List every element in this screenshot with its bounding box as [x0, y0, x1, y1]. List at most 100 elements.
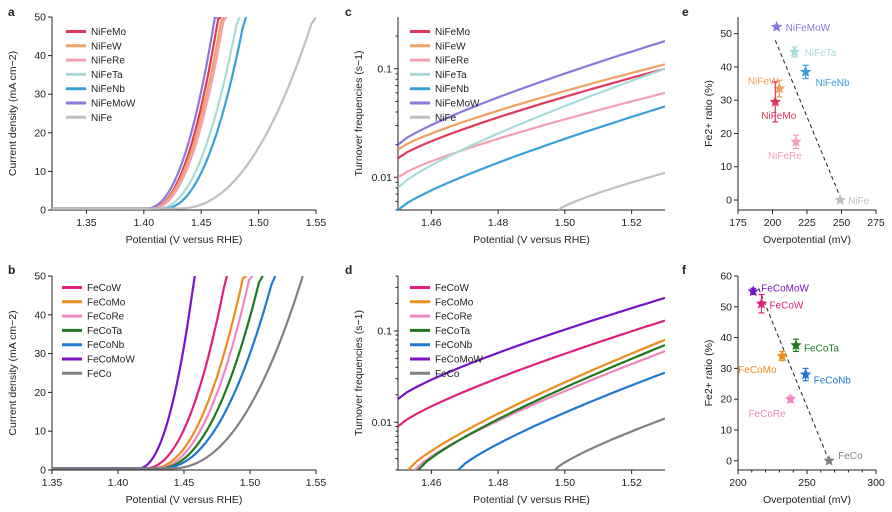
panel-b: b 1.35 1.40 1.45 1.50 1.55 0 10 20 30 40 50 Potentia…	[7, 263, 326, 506]
y-tick-label: 30	[720, 363, 732, 375]
point-label: NiFeRe	[768, 151, 802, 162]
series-line-nife	[557, 171, 665, 210]
data-point-star	[755, 297, 768, 309]
panel-label: e	[682, 5, 689, 19]
point-label: NiFeW	[748, 77, 779, 88]
point-label: NiFeMoW	[786, 23, 831, 34]
legend-label: FeCoTa	[87, 326, 122, 337]
y-tick-label: 50	[720, 301, 732, 313]
data-point-star	[773, 82, 786, 94]
y-axis-label: Turnover frequencies (s−1)	[353, 51, 365, 177]
legend-label: NiFeTa	[435, 70, 467, 81]
x-tick-label: 1.48	[488, 477, 509, 489]
y-tick-label: 40	[720, 332, 732, 344]
point-label: NiFeTa	[805, 48, 837, 59]
x-tick-label: 1.35	[42, 477, 63, 489]
series-group	[398, 296, 665, 470]
panel-f: f 200 250 300 0 10 20 30 40 50 60 Overpotential (mV…	[682, 263, 885, 506]
series-line-nifere	[398, 91, 665, 179]
y-tick-label: 0	[40, 205, 46, 217]
legend-label: NiFeRe	[435, 56, 469, 67]
y-tick-label: 30	[720, 95, 732, 107]
y-tick-label: 30	[34, 348, 46, 360]
x-tick-label: 175	[729, 217, 747, 229]
x-tick-label: 250	[798, 477, 816, 489]
legend-label: NiFeMo	[91, 27, 126, 38]
data-point-star	[776, 350, 788, 361]
x-tick-label: 1.45	[191, 217, 212, 229]
y-tick-label: 0	[40, 465, 46, 477]
data-point-star	[790, 339, 802, 351]
y-tick-label: 40	[34, 309, 46, 321]
series-line-feco	[554, 417, 665, 470]
panel-a: a 1.35 1.40 1.45 1.50 1.55 0 10 20 30 40 50 Potentia…	[7, 5, 326, 246]
y-tick-label: 50	[34, 12, 46, 24]
y-tick-label: 10	[34, 166, 46, 178]
data-point-star	[834, 194, 846, 205]
y-axis-label: Fe2+ ratio (%)	[703, 340, 715, 407]
x-axis-label: Potential (V versus RHE)	[473, 234, 590, 246]
y-tick-label: 10	[720, 161, 732, 173]
legend-label: FeCoMo	[87, 297, 126, 308]
legend-label: NiFeW	[435, 41, 466, 52]
y-tick-label: 60	[720, 271, 732, 283]
x-tick-label: 300	[867, 477, 885, 489]
series-line-nife	[52, 17, 316, 210]
series-line-fecota	[417, 344, 665, 470]
legend-label: FeCoW	[87, 283, 121, 294]
y-tick-label: 40	[34, 50, 46, 62]
y-axis-label: Fe2+ ratio (%)	[703, 80, 715, 147]
y-tick-label: 50	[34, 271, 46, 283]
series-line-nifew	[398, 63, 665, 151]
x-tick-label: 1.50	[240, 477, 261, 489]
legend-label: NiFeMoW	[91, 99, 136, 110]
point-label: FeCoTa	[804, 343, 839, 354]
x-tick-label: 225	[798, 217, 816, 229]
x-tick-label: 1.55	[306, 217, 327, 229]
point-label: FeCoW	[769, 301, 803, 312]
data-point-star	[784, 393, 797, 404]
y-tick-label: 0.01	[372, 172, 393, 184]
x-tick-label: 200	[764, 217, 782, 229]
legend-label: FeCoNb	[87, 340, 125, 351]
y-tick-label: 40	[720, 61, 732, 73]
legend-label: NiFeNb	[435, 84, 469, 95]
legend-label: NiFeRe	[91, 56, 125, 67]
y-tick-label: 0	[726, 195, 732, 207]
point-label: FeCoNb	[814, 376, 852, 387]
panel-label: f	[682, 263, 687, 277]
series-line-fecow	[398, 319, 665, 428]
data-point-star	[747, 285, 759, 297]
data-point-star	[823, 454, 835, 466]
series-line-feco	[52, 276, 304, 470]
y-tick-label: 0.1	[377, 325, 392, 337]
y-tick-label: 50	[720, 28, 732, 40]
panel-c: c 1.46 1.48 1.50 1.52 0.01 0.1 Potential (V ver…	[345, 5, 665, 246]
panel-label: d	[345, 263, 352, 277]
panel-d: d 1.46 1.48 1.50 1.52 0.01 0.1 Potential (V ver…	[345, 263, 665, 506]
x-tick-label: 1.46	[421, 217, 442, 229]
point-label: FeCoMo	[738, 365, 777, 376]
legend-label: FeCoRe	[435, 312, 473, 323]
panel-label: b	[8, 263, 15, 277]
x-tick-label: 250	[833, 217, 851, 229]
series-group	[398, 40, 665, 210]
series-line-nifemow	[398, 40, 665, 146]
x-tick-label: 1.40	[134, 217, 155, 229]
series-line-fecota	[52, 276, 264, 470]
legend-label: NiFe	[91, 113, 113, 124]
legend-label: NiFeW	[91, 41, 122, 52]
legend-label: FeCoRe	[87, 312, 125, 323]
y-tick-label: 0.01	[372, 417, 393, 429]
x-axis-label: Potential (V versus RHE)	[126, 494, 243, 506]
x-axis-label: Overpotential (mV)	[763, 234, 851, 246]
point-label: NiFe	[848, 196, 870, 207]
series-group	[52, 276, 304, 470]
legend-label: FeCoMoW	[87, 355, 135, 366]
x-tick-label: 1.55	[306, 477, 327, 489]
data-point-star	[799, 368, 812, 380]
x-tick-label: 1.45	[174, 477, 195, 489]
y-tick-label: 10	[34, 426, 46, 438]
y-tick-label: 20	[720, 394, 732, 406]
